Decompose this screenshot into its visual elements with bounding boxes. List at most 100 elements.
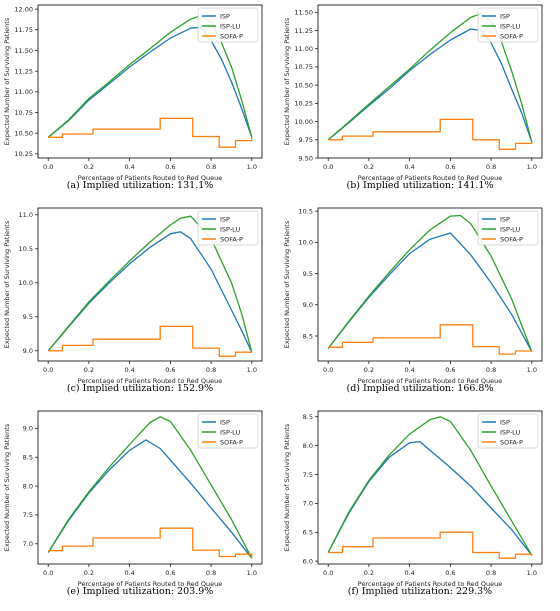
y-tick-label: 9.0 xyxy=(23,425,33,433)
y-tick-label: 11.0 xyxy=(19,211,33,219)
series-line-isp-lu xyxy=(47,215,253,353)
y-tick-label: 10.5 xyxy=(19,245,33,253)
series-line-sofa-p xyxy=(48,527,253,558)
x-axis-label: Percentage of Patients Routed to Red Que… xyxy=(78,174,222,182)
y-tick-label: 9.5 xyxy=(303,270,313,278)
series-line-isp xyxy=(327,232,533,352)
x-tick-label: 0.2 xyxy=(364,366,374,374)
series-line-isp xyxy=(47,439,253,559)
x-tick-label: 0.2 xyxy=(364,163,374,171)
x-tick-label: 0.8 xyxy=(206,569,216,577)
chart-svg: 0.0 0.2 0.4 0.6 0.8 1.0 6.0 6.5 7.0 7.5 8.0 8.5 Perc… xyxy=(283,410,543,588)
plot-frame xyxy=(37,410,263,565)
legend-label: SOFA-P xyxy=(500,32,523,40)
y-tick-label: 7.5 xyxy=(23,511,33,519)
chart-panel: 0.0 0.2 0.4 0.6 0.8 1.0 9.0 9.5 10.0 10.5 11.0 Perc… xyxy=(0,203,280,406)
y-tick-label: 8.5 xyxy=(303,413,313,421)
x-tick-label: 1.0 xyxy=(247,163,257,171)
x-tick-label: 0.2 xyxy=(84,366,94,374)
y-tick-label: 11.50 xyxy=(14,47,33,55)
y-axis-label: Expected Number of Surviving Patients xyxy=(3,423,11,551)
x-tick-label: 0.0 xyxy=(323,569,333,577)
legend-label: SOFA-P xyxy=(500,235,523,243)
x-tick-label: 1.0 xyxy=(527,569,537,577)
figure-caption: (f) Implied utilization: 229.3% xyxy=(347,586,493,597)
x-axis-label: Percentage of Patients Routed to Red Que… xyxy=(358,580,502,588)
plot-frame xyxy=(317,207,543,362)
chart-svg: 0.0 0.2 0.4 0.6 0.8 1.0 8.5 9.0 9.5 10.0 10.5 Perce… xyxy=(283,207,543,385)
y-tick-label: 10.25 xyxy=(14,150,33,158)
x-tick-label: 1.0 xyxy=(247,366,257,374)
x-tick-label: 0.2 xyxy=(84,569,94,577)
series-line-isp-lu xyxy=(47,416,253,559)
y-tick-label: 10.5 xyxy=(299,207,313,215)
y-tick-label: 10.0 xyxy=(19,279,33,287)
y-tick-label: 10.75 xyxy=(14,109,33,117)
chart-svg: 0.0 0.2 0.4 0.6 0.8 1.0 10.25 10.50 10.75 11.00 11… xyxy=(3,4,263,182)
y-tick-label: 9.0 xyxy=(23,347,33,355)
y-tick-label: 11.25 xyxy=(14,67,33,75)
x-tick-label: 1.0 xyxy=(527,366,537,374)
legend-label: SOFA-P xyxy=(220,235,243,243)
x-tick-label: 0.0 xyxy=(323,366,333,374)
legend-label: SOFA-P xyxy=(500,438,523,446)
legend-label: SOFA-P xyxy=(220,32,243,40)
x-tick-label: 0.6 xyxy=(165,569,175,577)
chart-svg: 0.0 0.2 0.4 0.6 0.8 1.0 9.0 9.5 10.0 10.5 11.0 Perc… xyxy=(3,207,263,385)
series-line-isp xyxy=(327,28,533,143)
x-tick-label: 0.4 xyxy=(404,163,414,171)
chart-svg: 0.0 0.2 0.4 0.6 0.8 1.0 9.50 9.75 10.00 10.25 10.5… xyxy=(283,4,543,182)
y-tick-label: 11.50 xyxy=(294,9,313,17)
x-tick-label: 0.8 xyxy=(206,366,216,374)
series-line-sofa-p xyxy=(328,324,533,355)
x-tick-label: 1.0 xyxy=(527,163,537,171)
series-line-isp-lu xyxy=(47,15,253,138)
legend-label: ISP-LU xyxy=(220,225,240,233)
y-tick-label: 11.25 xyxy=(294,27,313,35)
x-tick-label: 0.8 xyxy=(486,569,496,577)
y-tick-label: 10.50 xyxy=(14,129,33,137)
legend-label: ISP xyxy=(500,418,510,426)
y-tick-label: 7.5 xyxy=(303,471,313,479)
y-tick-label: 9.75 xyxy=(299,136,313,144)
y-axis-label: Expected Number of Surviving Patients xyxy=(283,220,291,348)
chart-panel: 0.0 0.2 0.4 0.6 0.8 1.0 10.25 10.50 10.75 11.00 11… xyxy=(0,0,280,203)
x-tick-label: 0.4 xyxy=(404,366,414,374)
x-tick-label: 0.6 xyxy=(445,569,455,577)
legend-label: ISP xyxy=(220,12,230,20)
y-tick-label: 6.0 xyxy=(303,557,313,565)
legend-label: ISP-LU xyxy=(220,22,240,30)
legend-label: ISP-LU xyxy=(500,225,520,233)
y-tick-label: 6.5 xyxy=(303,529,313,537)
x-tick-label: 0.6 xyxy=(445,163,455,171)
y-tick-label: 8.5 xyxy=(23,453,33,461)
series-line-isp-lu xyxy=(327,214,533,352)
plot-frame xyxy=(317,410,543,565)
x-tick-label: 1.0 xyxy=(247,569,257,577)
x-axis-label: Percentage of Patients Routed to Red Que… xyxy=(358,174,502,182)
y-axis-label: Expected Number of Surviving Patients xyxy=(283,17,291,145)
chart-panel: 0.0 0.2 0.4 0.6 0.8 1.0 8.5 9.0 9.5 10.0 10.5 Perce… xyxy=(280,203,560,406)
y-tick-label: 10.75 xyxy=(294,63,313,71)
chart-panel: 0.0 0.2 0.4 0.6 0.8 1.0 7.0 7.5 8.0 8.5 9.0 Percent… xyxy=(0,406,280,609)
y-axis-label: Expected Number of Surviving Patients xyxy=(283,423,291,551)
y-tick-label: 7.0 xyxy=(23,540,33,548)
y-tick-label: 10.25 xyxy=(294,100,313,108)
y-tick-label: 9.5 xyxy=(23,313,33,321)
figure-caption: (d) Implied utilization: 166.8% xyxy=(346,383,494,394)
y-tick-label: 8.0 xyxy=(303,442,313,450)
y-tick-label: 8.0 xyxy=(23,482,33,490)
x-tick-label: 0.0 xyxy=(43,163,53,171)
y-tick-label: 10.50 xyxy=(294,81,313,89)
y-tick-label: 12.00 xyxy=(14,5,33,13)
y-tick-label: 10.00 xyxy=(294,118,313,126)
figure-caption: (a) Implied utilization: 131.1% xyxy=(66,180,214,191)
plot-frame xyxy=(317,4,543,159)
plot-frame xyxy=(37,4,263,159)
legend-label: ISP xyxy=(220,418,230,426)
y-axis-label: Expected Number of Surviving Patients xyxy=(3,220,11,348)
legend-label: ISP-LU xyxy=(220,428,240,436)
x-axis-label: Percentage of Patients Routed to Red Que… xyxy=(358,377,502,385)
legend-label: ISP-LU xyxy=(500,428,520,436)
